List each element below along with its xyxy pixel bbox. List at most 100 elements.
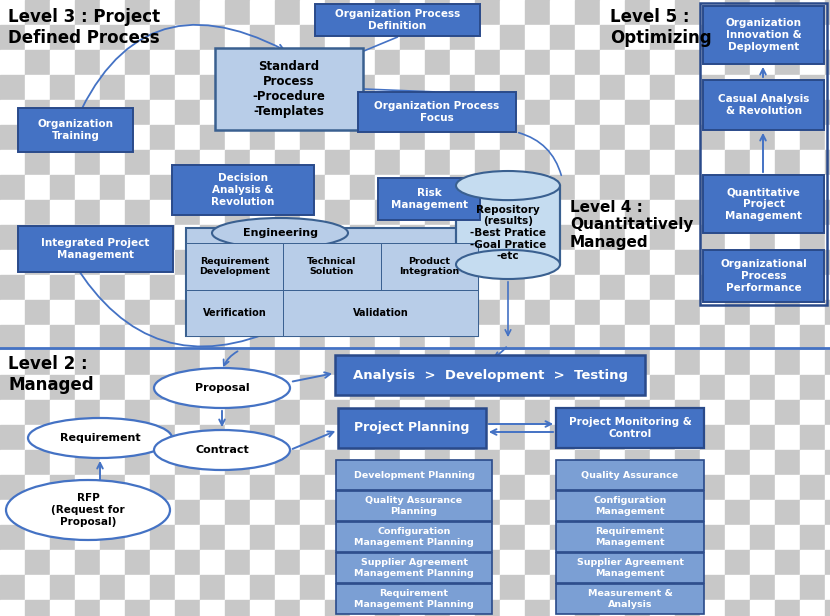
Bar (550, 300, 575, 325)
FancyBboxPatch shape (172, 165, 314, 215)
Bar (450, 425, 475, 450)
Bar (0, 550, 25, 575)
Bar (750, 325, 775, 350)
Bar (150, 500, 175, 525)
Bar (175, 250, 200, 275)
Bar (50, 75, 75, 100)
Bar (600, 500, 625, 525)
Bar (325, 500, 350, 525)
Bar (600, 275, 625, 300)
Bar (75, 550, 100, 575)
Bar (75, 400, 100, 425)
Bar (575, 425, 600, 450)
Bar (75, 325, 100, 350)
Bar (325, 200, 350, 225)
Bar (600, 425, 625, 450)
Bar (25, 100, 50, 125)
Bar (0, 275, 25, 300)
FancyBboxPatch shape (335, 355, 645, 395)
Bar (350, 50, 375, 75)
FancyBboxPatch shape (283, 243, 381, 290)
Bar (450, 100, 475, 125)
Bar (575, 275, 600, 300)
Bar (625, 350, 650, 375)
Bar (200, 375, 225, 400)
Bar (125, 325, 150, 350)
Bar (750, 250, 775, 275)
Bar (750, 350, 775, 375)
Text: Measurement &
Analysis: Measurement & Analysis (588, 590, 672, 609)
Bar (100, 550, 125, 575)
FancyBboxPatch shape (556, 584, 704, 614)
Bar (50, 575, 75, 600)
Bar (800, 200, 825, 225)
Bar (25, 475, 50, 500)
Bar (525, 575, 550, 600)
Bar (525, 350, 550, 375)
Bar (675, 100, 700, 125)
Bar (625, 475, 650, 500)
Bar (525, 275, 550, 300)
Text: Requirement
Development: Requirement Development (199, 256, 270, 276)
Bar (550, 200, 575, 225)
Bar (275, 200, 300, 225)
Bar (125, 100, 150, 125)
Bar (150, 425, 175, 450)
Ellipse shape (154, 368, 290, 408)
Bar (300, 350, 325, 375)
Bar (100, 75, 125, 100)
Bar (425, 100, 450, 125)
Bar (675, 500, 700, 525)
Bar (275, 250, 300, 275)
Bar (525, 75, 550, 100)
Bar (150, 475, 175, 500)
Bar (400, 575, 425, 600)
Bar (675, 475, 700, 500)
FancyBboxPatch shape (336, 491, 492, 521)
Bar (175, 100, 200, 125)
Bar (650, 150, 675, 175)
Bar (300, 325, 325, 350)
Bar (175, 25, 200, 50)
Bar (525, 0, 550, 25)
Bar (600, 300, 625, 325)
Bar (425, 275, 450, 300)
Bar (100, 150, 125, 175)
Bar (300, 600, 325, 616)
Bar (350, 250, 375, 275)
Bar (100, 300, 125, 325)
Bar (75, 475, 100, 500)
FancyBboxPatch shape (556, 460, 704, 490)
Bar (250, 175, 275, 200)
Bar (575, 125, 600, 150)
Bar (450, 250, 475, 275)
Bar (325, 375, 350, 400)
Bar (825, 25, 830, 50)
Bar (425, 150, 450, 175)
Bar (625, 275, 650, 300)
FancyBboxPatch shape (315, 4, 480, 36)
Bar (225, 0, 250, 25)
Bar (325, 175, 350, 200)
Bar (150, 125, 175, 150)
Bar (500, 25, 525, 50)
Bar (350, 200, 375, 225)
Bar (425, 200, 450, 225)
Bar (100, 0, 125, 25)
Bar (275, 150, 300, 175)
Bar (75, 225, 100, 250)
FancyBboxPatch shape (556, 491, 704, 521)
Bar (0, 75, 25, 100)
Bar (825, 50, 830, 75)
Bar (675, 325, 700, 350)
FancyBboxPatch shape (336, 522, 492, 552)
Bar (250, 475, 275, 500)
Text: Validation: Validation (353, 308, 408, 318)
Bar (150, 350, 175, 375)
Bar (325, 100, 350, 125)
Bar (100, 200, 125, 225)
Text: Technical
Solution: Technical Solution (307, 256, 357, 276)
FancyBboxPatch shape (378, 178, 480, 220)
Bar (75, 300, 100, 325)
Bar (725, 450, 750, 475)
